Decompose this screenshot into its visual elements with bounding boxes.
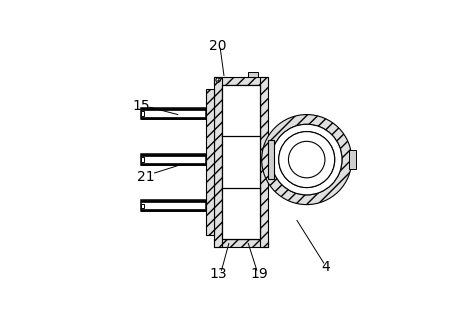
Bar bbox=[141, 154, 206, 156]
Bar bbox=[141, 154, 206, 165]
Text: 4: 4 bbox=[322, 260, 331, 274]
Circle shape bbox=[279, 131, 335, 188]
Bar bbox=[141, 157, 143, 162]
Bar bbox=[214, 77, 222, 247]
Text: 21: 21 bbox=[137, 170, 155, 184]
Bar bbox=[206, 89, 214, 235]
Bar bbox=[141, 209, 206, 211]
Bar bbox=[260, 77, 268, 247]
Bar bbox=[141, 204, 143, 208]
Text: 19: 19 bbox=[250, 267, 268, 281]
Bar bbox=[248, 72, 258, 77]
Bar bbox=[141, 117, 206, 119]
Bar bbox=[214, 240, 268, 247]
Text: 20: 20 bbox=[209, 40, 227, 53]
Bar bbox=[141, 108, 206, 110]
Bar bbox=[141, 163, 206, 165]
Bar bbox=[268, 140, 274, 179]
Wedge shape bbox=[262, 115, 352, 204]
Bar bbox=[141, 108, 206, 119]
Bar bbox=[141, 200, 206, 211]
Text: 15: 15 bbox=[133, 99, 150, 113]
Wedge shape bbox=[271, 124, 342, 195]
Circle shape bbox=[288, 141, 325, 178]
Bar bbox=[141, 200, 206, 202]
Bar bbox=[214, 77, 268, 85]
Bar bbox=[349, 150, 356, 169]
Circle shape bbox=[216, 78, 220, 82]
Bar bbox=[222, 85, 260, 240]
Bar bbox=[141, 111, 143, 116]
Text: 13: 13 bbox=[209, 267, 227, 281]
